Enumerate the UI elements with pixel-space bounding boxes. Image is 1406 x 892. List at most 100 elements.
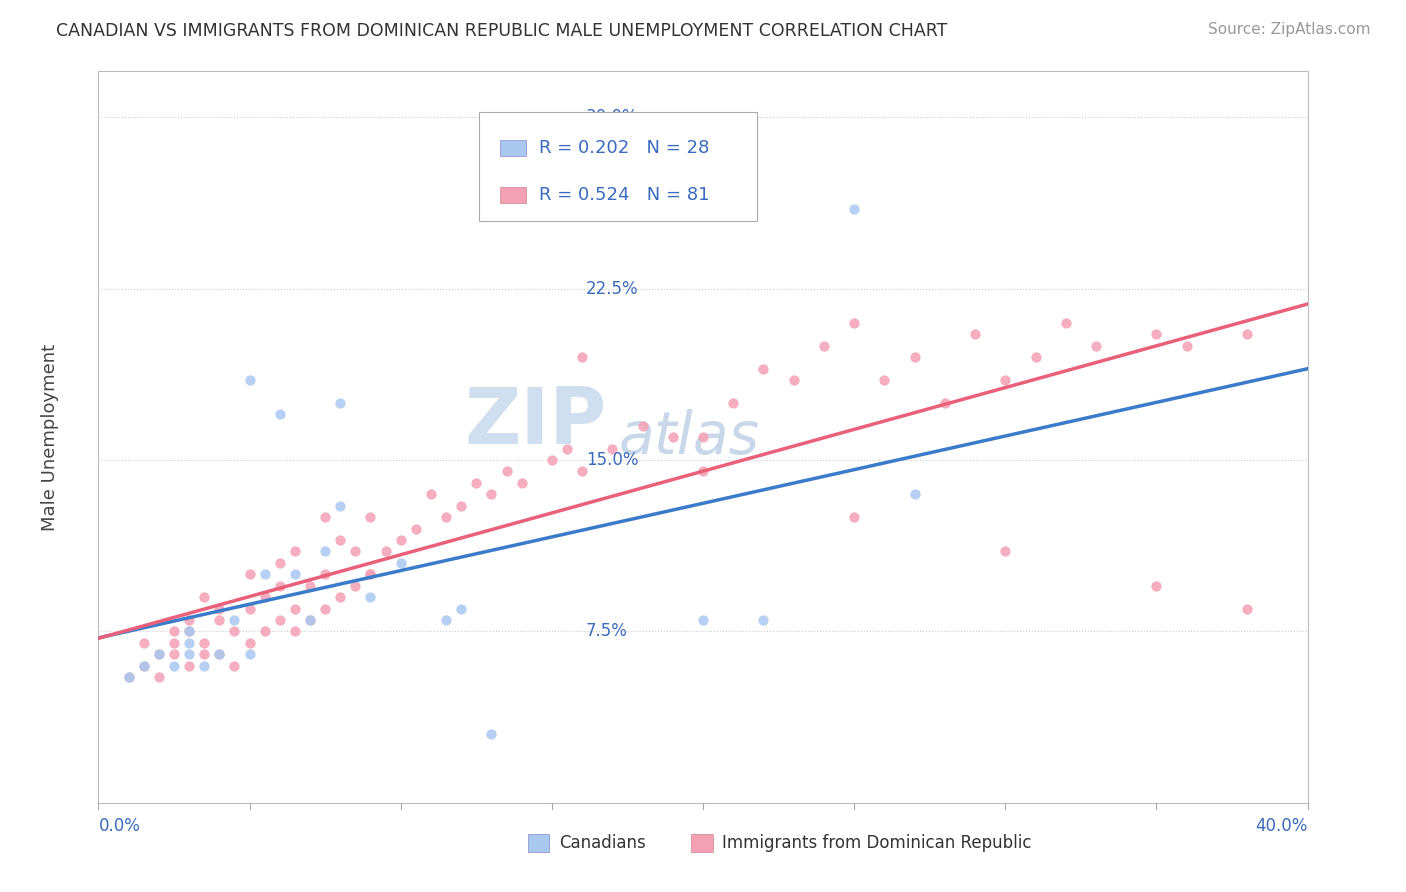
Point [208, 647, 231, 661]
Bar [690, 833, 713, 852]
Point [965, 327, 987, 342]
Point [661, 430, 683, 444]
Point [934, 396, 956, 410]
Point [344, 579, 367, 593]
Point [179, 613, 201, 627]
Point [208, 613, 231, 627]
Point [994, 373, 1017, 387]
Point [253, 590, 276, 604]
Point [752, 361, 775, 376]
Point [284, 624, 307, 639]
Point [239, 636, 262, 650]
Point [148, 647, 170, 661]
Point [118, 670, 141, 684]
Point [224, 624, 246, 639]
Point [269, 613, 291, 627]
Text: Source: ZipAtlas.com: Source: ZipAtlas.com [1208, 22, 1371, 37]
Point [193, 590, 215, 604]
Point [224, 658, 246, 673]
Point [132, 636, 155, 650]
Point [389, 533, 412, 547]
Point [481, 727, 503, 741]
Point [904, 350, 927, 364]
Point [692, 613, 714, 627]
Bar [501, 187, 526, 203]
Point [1236, 601, 1258, 615]
Point [193, 658, 215, 673]
Point [179, 636, 201, 650]
Text: Male Unemployment: Male Unemployment [41, 343, 59, 531]
Point [132, 658, 155, 673]
Point [434, 613, 457, 627]
Point [179, 658, 201, 673]
Point [783, 373, 806, 387]
Point [465, 475, 488, 490]
Point [360, 590, 382, 604]
Point [224, 613, 246, 627]
Point [692, 430, 714, 444]
Point [994, 544, 1017, 558]
Point [163, 647, 186, 661]
Point [692, 464, 714, 478]
Point [360, 510, 382, 524]
Text: 15.0%: 15.0% [586, 451, 638, 469]
Bar [527, 833, 550, 852]
Point [163, 658, 186, 673]
Point [1144, 327, 1167, 342]
Point [329, 533, 352, 547]
Point [360, 567, 382, 582]
Point [329, 396, 352, 410]
Point [434, 510, 457, 524]
Point [873, 373, 896, 387]
Text: Canadians: Canadians [560, 834, 645, 852]
Point [148, 647, 170, 661]
Point [495, 464, 517, 478]
Point [540, 453, 562, 467]
Point [284, 601, 307, 615]
Text: 40.0%: 40.0% [1256, 817, 1308, 836]
Point [360, 567, 382, 582]
Point [405, 521, 427, 535]
Point [179, 647, 201, 661]
Point [314, 510, 336, 524]
Point [481, 487, 503, 501]
Point [571, 350, 593, 364]
Point [269, 407, 291, 421]
Point [148, 670, 170, 684]
Point [193, 636, 215, 650]
Point [284, 567, 307, 582]
Text: 30.0%: 30.0% [586, 108, 638, 126]
Point [904, 487, 927, 501]
Text: R = 0.524   N = 81: R = 0.524 N = 81 [538, 186, 709, 204]
Point [1236, 327, 1258, 342]
Point [344, 544, 367, 558]
Point [631, 418, 654, 433]
Point [1144, 579, 1167, 593]
Point [284, 544, 307, 558]
Point [450, 499, 472, 513]
Bar [501, 140, 526, 156]
Point [329, 590, 352, 604]
Point [510, 475, 533, 490]
Point [253, 567, 276, 582]
Point [1085, 338, 1108, 352]
Point [208, 601, 231, 615]
Point [420, 487, 443, 501]
Text: Immigrants from Dominican Republic: Immigrants from Dominican Republic [723, 834, 1032, 852]
Point [813, 338, 835, 352]
Point [374, 544, 396, 558]
Text: 22.5%: 22.5% [586, 279, 638, 298]
Text: 0.0%: 0.0% [98, 817, 141, 836]
Point [239, 647, 262, 661]
Point [239, 373, 262, 387]
Text: CANADIAN VS IMMIGRANTS FROM DOMINICAN REPUBLIC MALE UNEMPLOYMENT CORRELATION CHA: CANADIAN VS IMMIGRANTS FROM DOMINICAN RE… [56, 22, 948, 40]
Text: 7.5%: 7.5% [586, 623, 627, 640]
Text: R = 0.202   N = 28: R = 0.202 N = 28 [538, 139, 709, 157]
Point [239, 601, 262, 615]
Point [571, 464, 593, 478]
Point [239, 567, 262, 582]
Point [314, 567, 336, 582]
Point [389, 556, 412, 570]
Point [193, 647, 215, 661]
Text: atlas: atlas [619, 409, 759, 466]
